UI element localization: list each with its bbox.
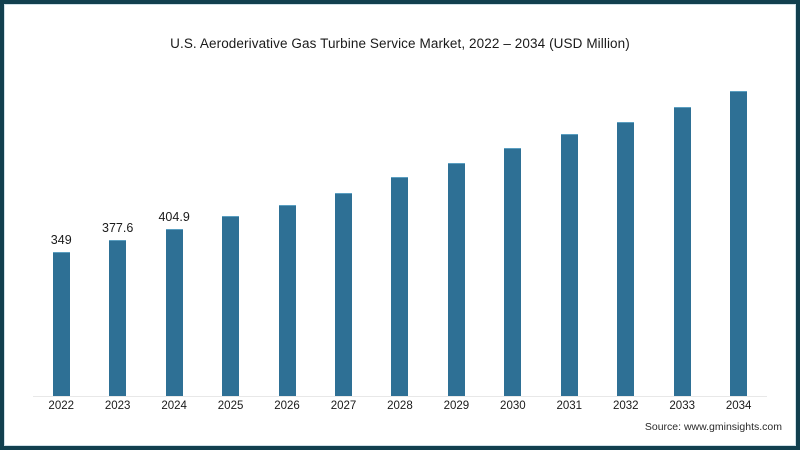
- x-tick-label: 2029: [443, 400, 470, 412]
- bar-group: [372, 70, 428, 396]
- x-tick-label: 2027: [330, 400, 357, 412]
- x-tick-label: 2028: [387, 400, 413, 412]
- x-tick-label: 2032: [612, 400, 639, 412]
- bar[interactable]: [109, 240, 127, 396]
- bar-group: [541, 70, 597, 396]
- bar-group: 404.9: [146, 70, 202, 396]
- x-axis-tick-labels: 2022 2023 2024 2025 2026 2027 2028 2029 2030 2031…: [33, 400, 767, 412]
- x-tick-label: 2024: [161, 400, 187, 412]
- bar-series: 349 377.6 404.9: [33, 70, 767, 396]
- chart-title: U.S. Aeroderivative Gas Turbine Service …: [170, 36, 630, 51]
- bar[interactable]: [504, 147, 522, 396]
- bar-group: [259, 70, 315, 396]
- bar-group: [710, 70, 766, 396]
- bar[interactable]: [391, 177, 409, 396]
- bar-group: [654, 70, 710, 396]
- x-tick-label: 2034: [725, 400, 752, 412]
- bar[interactable]: [673, 107, 691, 396]
- bar[interactable]: [165, 228, 183, 396]
- bar[interactable]: [560, 134, 578, 396]
- x-axis-baseline: [33, 396, 767, 397]
- bar-group: [315, 70, 371, 396]
- bar-value-label: 404.9: [158, 209, 190, 224]
- x-tick-label: 2031: [556, 400, 583, 412]
- bar-group: [202, 70, 258, 396]
- bar[interactable]: [52, 251, 70, 396]
- x-tick-label: 2030: [500, 400, 526, 412]
- bar[interactable]: [222, 215, 240, 396]
- bar[interactable]: [447, 162, 465, 396]
- x-tick-label: 2033: [669, 400, 695, 412]
- bar-group: 377.6: [89, 70, 145, 396]
- bar-group: [485, 70, 541, 396]
- bar[interactable]: [617, 121, 635, 396]
- bar-group: 349: [33, 70, 89, 396]
- bar-value-label: 377.6: [102, 221, 134, 236]
- bar[interactable]: [730, 91, 748, 396]
- x-tick-label: 2026: [274, 400, 300, 412]
- source-attribution: Source: www.gminsights.com: [644, 421, 782, 433]
- x-tick-label: 2025: [217, 400, 244, 412]
- x-tick-label: 2022: [48, 400, 75, 412]
- bar[interactable]: [278, 204, 296, 396]
- bar-group: [598, 70, 654, 396]
- bar-value-label: 349: [50, 232, 72, 247]
- bar[interactable]: [334, 192, 352, 396]
- x-tick-label: 2023: [104, 400, 131, 412]
- bar-group: [428, 70, 484, 396]
